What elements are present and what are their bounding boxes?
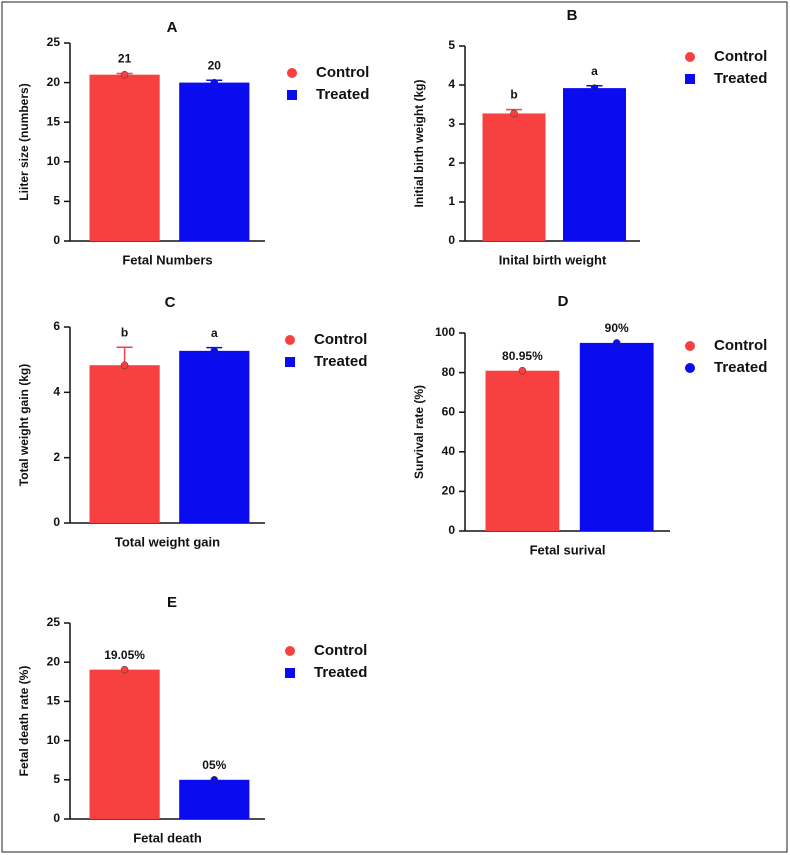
y-tick-label: 5 <box>53 772 60 786</box>
y-axis-label: Survival rate (%) <box>412 385 426 479</box>
legend-label: Control <box>316 64 369 81</box>
data-point <box>518 366 527 375</box>
y-tick-label: 0 <box>53 233 60 247</box>
bar <box>89 365 160 523</box>
x-axis-label: Fetal Numbers <box>122 252 212 267</box>
y-tick-label: 5 <box>53 194 60 208</box>
value-label: 05% <box>202 758 226 772</box>
y-tick-label: 4 <box>448 77 455 91</box>
panel-title: A <box>167 19 178 36</box>
y-tick-label: 40 <box>442 444 456 458</box>
y-tick-label: 0 <box>53 515 60 529</box>
legend-label: Control <box>314 331 367 348</box>
legend-label: Control <box>314 642 367 659</box>
bar <box>482 113 546 241</box>
y-tick-label: 0 <box>448 233 455 247</box>
y-tick-label: 80 <box>442 365 456 379</box>
legend-marker <box>685 341 695 351</box>
panel-title: D <box>558 293 569 310</box>
y-tick-label: 4 <box>53 385 60 399</box>
y-tick-label: 0 <box>448 523 455 537</box>
data-point <box>590 84 599 92</box>
y-tick-label: 20 <box>442 484 456 498</box>
y-axis-label: Total weight gain (kg) <box>17 364 31 486</box>
legend-marker <box>285 357 295 367</box>
y-tick-label: 20 <box>47 75 61 89</box>
bar <box>485 370 560 531</box>
value-label: 19.05% <box>104 648 145 662</box>
bar <box>89 669 160 819</box>
x-axis-label: Fetal surival <box>530 542 606 557</box>
value-label: a <box>211 326 218 340</box>
y-tick-label: 100 <box>435 325 455 339</box>
bar <box>579 342 654 531</box>
value-label: a <box>591 64 598 78</box>
data-point <box>120 361 129 369</box>
y-tick-label: 2 <box>53 450 60 464</box>
value-label: 90% <box>605 321 629 335</box>
legend-label: Treated <box>314 664 367 681</box>
x-axis-label: Inital birth weight <box>499 252 607 267</box>
data-point <box>120 665 129 674</box>
y-axis-label: Liiter size (numbers) <box>17 83 31 200</box>
data-point <box>210 78 219 87</box>
y-tick-label: 6 <box>53 319 60 333</box>
bar <box>179 779 250 819</box>
value-label: b <box>510 88 517 102</box>
legend-marker <box>287 68 297 78</box>
data-point <box>120 70 129 79</box>
data-point <box>210 776 219 784</box>
bar <box>179 82 250 241</box>
y-tick-label: 5 <box>448 38 455 52</box>
y-axis-label: Initial birth weight (kg) <box>412 80 426 208</box>
y-tick-label: 1 <box>448 194 455 208</box>
value-label: b <box>121 325 128 339</box>
y-tick-label: 25 <box>47 615 61 629</box>
y-tick-label: 20 <box>47 654 61 668</box>
bar <box>89 74 160 242</box>
legend-label: Treated <box>714 70 767 87</box>
y-tick-label: 15 <box>47 114 61 128</box>
y-tick-label: 0 <box>53 811 60 825</box>
y-tick-label: 2 <box>448 155 455 169</box>
legend-label: Control <box>714 48 767 65</box>
y-tick-label: 10 <box>47 154 61 168</box>
y-tick-label: 10 <box>47 733 61 747</box>
panel-title: C <box>165 294 176 311</box>
legend-marker <box>685 52 695 62</box>
legend-label: Treated <box>314 353 367 370</box>
y-tick-label: 60 <box>442 404 456 418</box>
x-axis-label: Fetal death <box>133 830 202 845</box>
panel-title: B <box>567 7 578 24</box>
legend-marker <box>685 363 695 373</box>
bar <box>563 88 626 242</box>
y-tick-label: 15 <box>47 694 61 708</box>
legend-marker <box>685 74 695 84</box>
legend-marker <box>287 90 297 100</box>
y-axis-label: Fetal death rate (%) <box>17 666 31 777</box>
data-point <box>210 347 219 355</box>
data-point <box>612 339 621 347</box>
bar <box>179 350 250 523</box>
legend-marker <box>285 646 295 656</box>
legend-marker <box>285 668 295 678</box>
x-axis-label: Total weight gain <box>115 534 220 549</box>
panel-title: E <box>167 594 177 611</box>
value-label: 21 <box>118 52 132 66</box>
y-tick-label: 25 <box>47 35 61 49</box>
data-point <box>510 109 518 118</box>
legend-marker <box>285 335 295 345</box>
y-tick-label: 3 <box>448 116 455 130</box>
value-label: 80.95% <box>502 349 543 363</box>
legend-label: Treated <box>714 359 767 376</box>
value-label: 20 <box>208 58 222 72</box>
legend-label: Control <box>714 337 767 354</box>
legend-label: Treated <box>316 86 369 103</box>
